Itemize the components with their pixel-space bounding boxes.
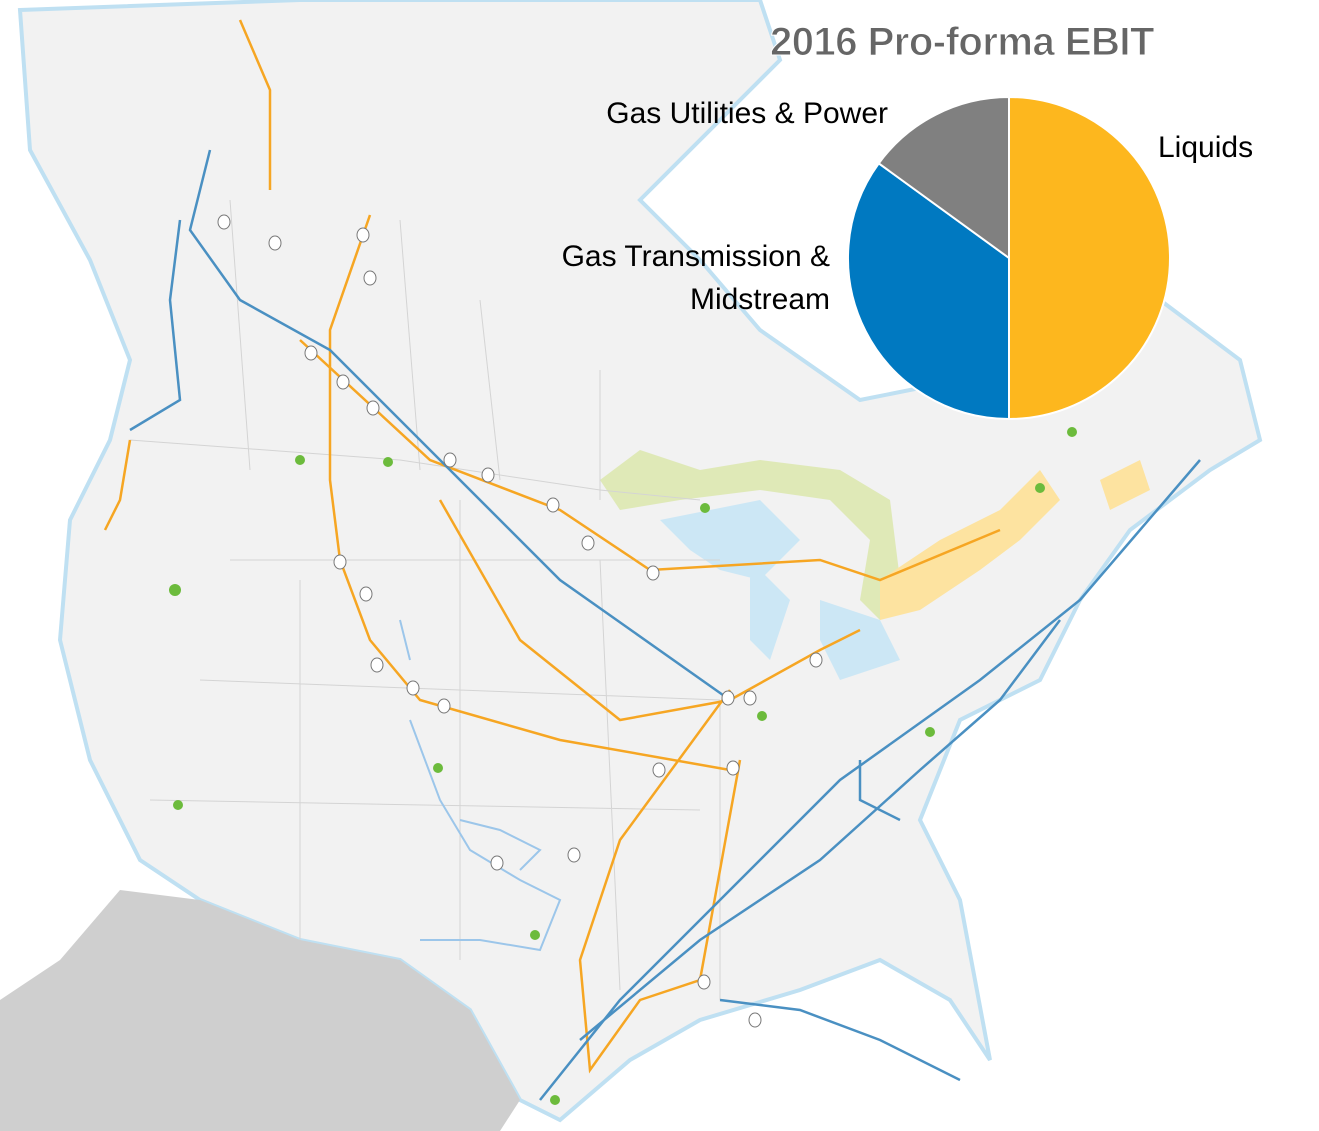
gas-pipelines <box>129 149 1201 1101</box>
mexico <box>0 890 520 1131</box>
pie-slice <box>847 161 1010 421</box>
terminals <box>217 214 823 1028</box>
slice-label: Gas Transmission & Midstream <box>561 240 830 316</box>
pie-slice <box>877 95 1010 260</box>
great-lakes <box>660 500 900 680</box>
utility-region <box>880 460 1150 620</box>
slice-label: Liquids <box>1158 131 1254 164</box>
slice-label: Gas Utilities & Power <box>606 97 888 130</box>
pie-chart <box>847 95 1171 421</box>
chart-title: 2016 Pro-forma EBIT <box>770 20 1155 65</box>
shield-region <box>600 450 900 620</box>
wind-sites <box>169 427 1077 1105</box>
midstream-network <box>399 619 562 952</box>
pie-slice <box>1008 95 1171 421</box>
